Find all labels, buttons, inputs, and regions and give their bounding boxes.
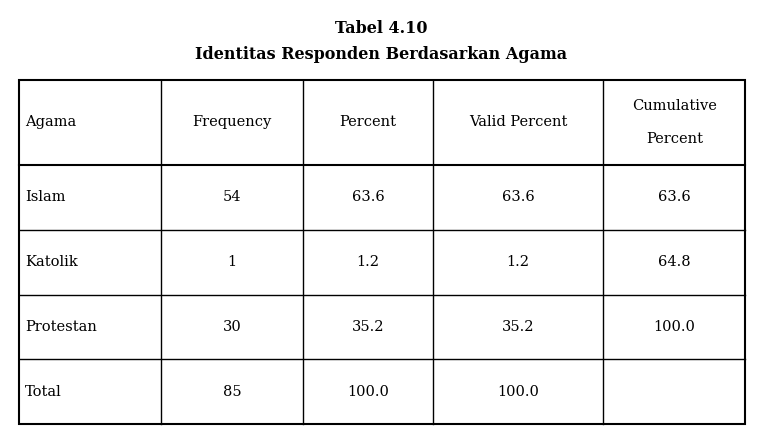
Text: Percent: Percent [339,115,396,129]
Text: 1.2: 1.2 [357,255,379,269]
Text: Islam: Islam [25,190,66,204]
Text: 35.2: 35.2 [502,320,534,334]
Text: Tabel 4.10: Tabel 4.10 [335,20,427,36]
Text: 63.6: 63.6 [658,190,690,204]
Text: 100.0: 100.0 [653,320,695,334]
Text: 35.2: 35.2 [352,320,384,334]
Text: Total: Total [25,385,62,399]
Text: 1: 1 [228,255,236,269]
Text: 100.0: 100.0 [497,385,539,399]
Text: 100.0: 100.0 [347,385,389,399]
Text: Identitas Responden Berdasarkan Agama: Identitas Responden Berdasarkan Agama [195,46,567,62]
Text: Frequency: Frequency [193,115,272,129]
Text: Agama: Agama [25,115,76,129]
Text: 1.2: 1.2 [507,255,530,269]
Text: 64.8: 64.8 [658,255,690,269]
Text: 63.6: 63.6 [501,190,534,204]
Text: 63.6: 63.6 [351,190,384,204]
Bar [19,80,745,424]
Text: Cumulative

Percent: Cumulative Percent [632,99,717,146]
Text: Katolik: Katolik [25,255,78,269]
Text: Protestan: Protestan [25,320,97,334]
Text: 30: 30 [223,320,242,334]
Text: 54: 54 [223,190,242,204]
Text: 85: 85 [223,385,242,399]
Text: Valid Percent: Valid Percent [469,115,567,129]
